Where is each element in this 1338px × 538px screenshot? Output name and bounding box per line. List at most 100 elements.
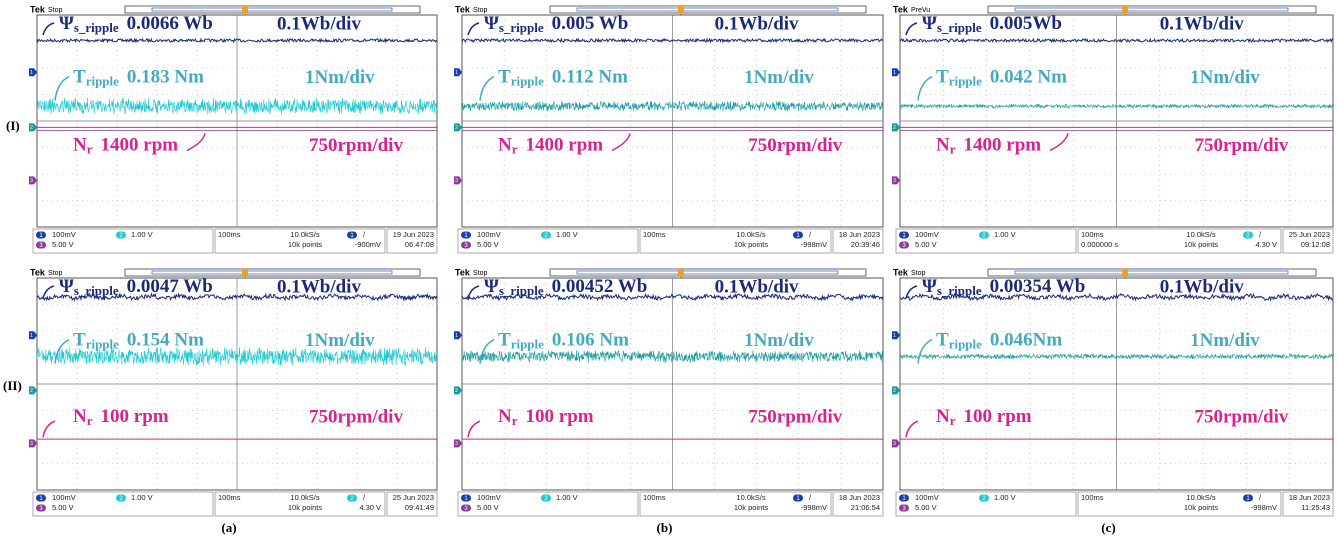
brand: Tek (455, 267, 471, 277)
value: 1400 rpm (964, 135, 1042, 156)
record-bar (550, 6, 866, 13)
sample-rate: 10.0kS/s (1186, 230, 1215, 239)
record-length: 10k points (734, 503, 768, 512)
channel-tab-number: 3 (30, 441, 33, 447)
brand: Tek (30, 4, 46, 14)
channel-tab-number: 2 (455, 388, 458, 394)
speed-scale: 750rpm/div (1194, 135, 1288, 156)
timebase: 100ms (218, 493, 241, 502)
channel-tab-number: 2 (893, 125, 896, 131)
channel-tab-number: 2 (893, 388, 896, 394)
value: 0.154 Nm (127, 330, 204, 351)
speed-scale: 750rpm/div (748, 135, 842, 156)
ch1-scale: 100mV (52, 493, 76, 502)
column-label: (a) (221, 520, 236, 535)
date: 25 Jun 2023 (1289, 230, 1330, 239)
record-bar (550, 269, 866, 276)
symbol: Ψ (59, 276, 74, 297)
symbol: Ψ (922, 13, 937, 34)
subscript: s_ripple (499, 20, 544, 35)
date: 18 Jun 2023 (839, 230, 880, 239)
value: 100 rpm (526, 406, 594, 427)
subscript: ripple (511, 337, 544, 352)
torque-scale: 1Nm/div (305, 67, 375, 88)
value: 0.005Wb (990, 13, 1062, 34)
channel-tab-number: 1 (455, 70, 458, 76)
subscript: ripple (86, 337, 119, 352)
subscript: s_ripple (937, 283, 982, 298)
ch3-scale: 5.00 V (915, 240, 937, 249)
date: 18 Jun 2023 (839, 493, 880, 502)
symbol: N (498, 406, 512, 427)
record-length: 10k points (1184, 503, 1218, 512)
figure: (I)(II)(a)(b)(c)TekStop123Ψs_ripple0.006… (0, 0, 1338, 538)
trigger-level: -998mV (801, 503, 827, 512)
flux-scale: 0.1Wb/div (1160, 276, 1244, 297)
subscript: s_ripple (499, 283, 544, 298)
row-label: (I) (6, 118, 20, 133)
channel-tab-number: 2 (30, 125, 33, 131)
flux-scale: 0.1Wb/div (277, 13, 361, 34)
symbol: T (936, 67, 949, 88)
flux-scale: 0.1Wb/div (1160, 13, 1244, 34)
ch1-scale: 100mV (52, 230, 76, 239)
torque-scale: 1Nm/div (1190, 330, 1260, 351)
value: 0.042 Nm (990, 67, 1067, 88)
symbol: N (936, 135, 950, 156)
symbol: T (73, 330, 86, 351)
trigger-level: -900mV (355, 240, 381, 249)
time: 09:41:49 (405, 503, 434, 512)
subscript: r (512, 141, 518, 156)
record-length: 10k points (288, 240, 322, 249)
ch3-scale: 5.00 V (477, 503, 499, 512)
symbol: T (73, 67, 86, 88)
timebase: 100ms (218, 230, 241, 239)
timebase: 100ms (1081, 230, 1104, 239)
brand: Tek (455, 4, 471, 14)
ch3-scale: 5.00 V (915, 503, 937, 512)
brand: Tek (893, 4, 909, 14)
torque-scale: 1Nm/div (1190, 67, 1260, 88)
ch2-scale: 1.00 V (994, 493, 1016, 502)
flux-scale: 0.1Wb/div (277, 276, 361, 297)
channel-tab-number: 3 (893, 178, 896, 184)
symbol: N (936, 406, 950, 427)
time: 21:06:54 (851, 503, 880, 512)
channel-tab-number: 1 (893, 70, 896, 76)
value: 0.112 Nm (552, 67, 628, 88)
record-bar (125, 269, 420, 276)
timebase: 100ms (1081, 493, 1104, 502)
timebase: 100ms (643, 230, 666, 239)
record-bar (125, 6, 420, 13)
flux-scale: 0.1Wb/div (715, 276, 799, 297)
record-length: 10k points (1184, 240, 1218, 249)
ch1-scale: 100mV (477, 230, 501, 239)
symbol: Ψ (922, 276, 937, 297)
channel-tab-number: 1 (30, 70, 33, 76)
trigger-marker (242, 6, 248, 15)
ch1-scale: 100mV (477, 493, 501, 502)
symbol: T (936, 330, 949, 351)
sample-rate: 10.0kS/s (736, 493, 765, 502)
date: 19 Jun 2023 (393, 230, 434, 239)
date: 25 Jun 2023 (393, 493, 434, 502)
subscript: ripple (511, 74, 544, 89)
symbol: T (498, 67, 511, 88)
record-bar (988, 269, 1316, 276)
value: 0.0047 Wb (127, 276, 213, 297)
record-bar (988, 6, 1316, 13)
channel-tab-number: 1 (30, 333, 33, 339)
ch3-scale: 5.00 V (52, 503, 74, 512)
subscript: r (87, 413, 93, 428)
time: 06:47:08 (405, 240, 434, 249)
subscript: s_ripple (74, 283, 119, 298)
subscript: ripple (949, 337, 982, 352)
speed-scale: 750rpm/div (748, 406, 842, 427)
trigger-marker (678, 6, 684, 15)
torque-scale: 1Nm/div (744, 67, 814, 88)
subscript: ripple (949, 74, 982, 89)
channel-tab-number: 2 (30, 388, 33, 394)
ch2-scale: 1.00 V (131, 493, 153, 502)
symbol: T (498, 330, 511, 351)
timebase: 100ms (643, 493, 666, 502)
